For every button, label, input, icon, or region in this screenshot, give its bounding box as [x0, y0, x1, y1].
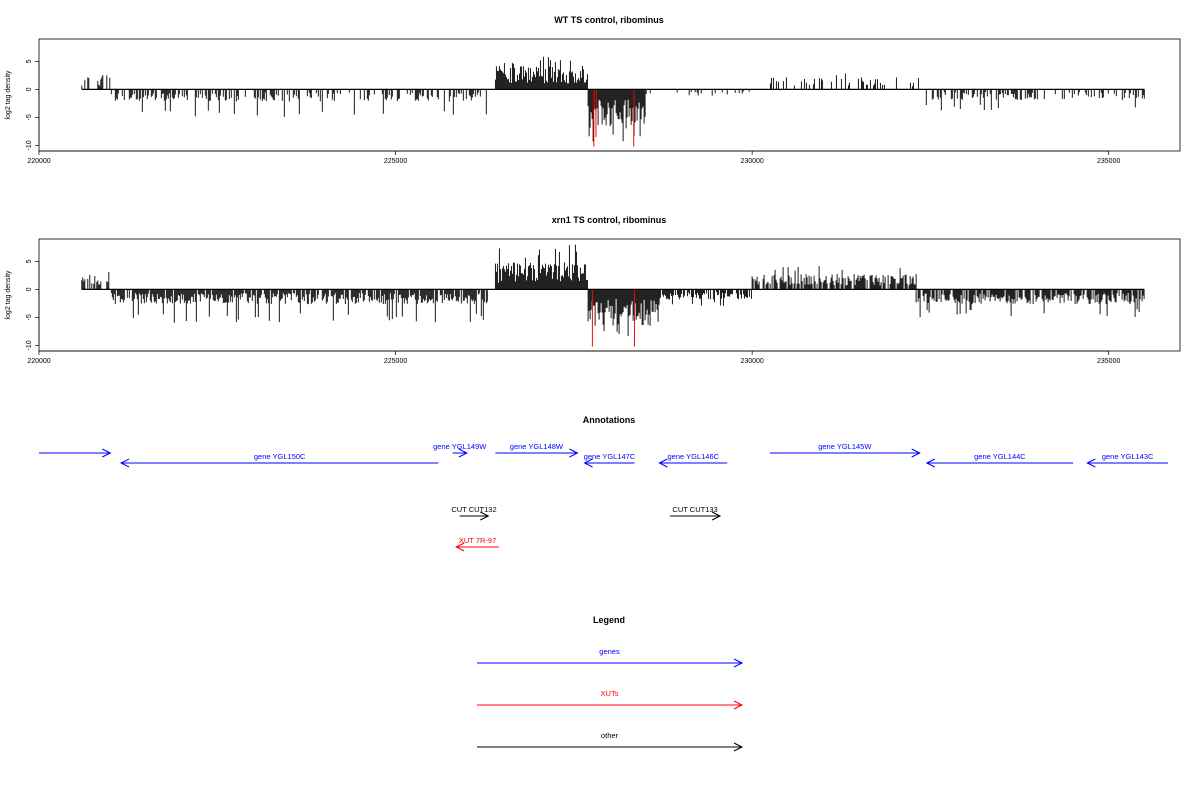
legend-entries: genes XUTs other	[477, 647, 744, 752]
xrn1-density-panel: xrn1 TS control, ribominus log2 tag dens…	[5, 215, 1181, 365]
annotation-arrow: gene YGL147C	[583, 452, 636, 468]
y-tick-label: 5	[26, 259, 33, 263]
arrow-head	[569, 448, 579, 458]
arrow-head	[911, 448, 921, 458]
wt-y-axis: -10 -5 0 5	[26, 59, 40, 150]
x-tick-label: 220000	[27, 158, 50, 165]
x-tick-label: 230000	[740, 158, 763, 165]
y-tick-label: 0	[26, 287, 33, 291]
annotation-label: CUT CUT132	[451, 505, 496, 514]
y-tick-label: -10	[26, 140, 33, 150]
x-tick-label: 225000	[384, 358, 407, 365]
annotation-arrow: gene YGL144C	[925, 452, 1074, 468]
arrow-head	[711, 511, 722, 521]
y-tick-label: -5	[26, 314, 33, 320]
arrow-head	[119, 458, 130, 468]
legend-label: genes	[599, 647, 620, 656]
wt-panel-title: WT TS control, ribominus	[554, 15, 664, 25]
legend-panel: Legend genes XUTs other	[477, 615, 744, 752]
arrow-head	[480, 511, 490, 521]
annotation-label: gene YGL145W	[818, 442, 872, 451]
wt-x-axis: 220000 225000 230000 235000	[27, 150, 1120, 165]
arrow-head	[102, 448, 112, 458]
arrow-head	[733, 700, 744, 710]
arrow-head	[733, 658, 744, 668]
annotation-label: gene YGL144C	[974, 452, 1026, 461]
legend-label: XUTs	[601, 689, 619, 698]
arrow-head	[658, 458, 668, 468]
xrn1-y-axis: -10 -5 0 5	[26, 259, 40, 350]
x-tick-label: 230000	[740, 358, 763, 365]
annotation-arrow: gene YGL148W	[495, 442, 579, 458]
annotation-label: gene YGL147C	[584, 452, 636, 461]
arrow-head	[583, 458, 593, 468]
legend-entry: other	[477, 731, 744, 752]
annotation-label: gene YGL150C	[254, 452, 306, 461]
annotation-arrow: gene YGL149W	[433, 442, 487, 458]
legend-label: other	[601, 731, 619, 740]
xrn1-density-bars	[81, 244, 1145, 347]
annotation-label: gene YGL146C	[668, 452, 720, 461]
wt-density-bars	[81, 56, 1145, 147]
y-tick-label: -5	[26, 114, 33, 120]
annotation-label: gene YGL143C	[1102, 452, 1154, 461]
x-tick-label: 235000	[1097, 358, 1120, 365]
annotation-arrow: gene YGL143C	[1086, 452, 1168, 468]
xrn1-panel-title: xrn1 TS control, ribominus	[552, 215, 667, 225]
y-tick-label: -10	[26, 340, 33, 350]
arrow-head	[733, 742, 744, 752]
y-tick-label: 0	[26, 87, 33, 91]
annotation-label: CUT CUT133	[672, 505, 717, 514]
annotation-label: XUT 7R-97	[459, 536, 496, 545]
annotation-arrow: gene YGL150C	[119, 452, 439, 468]
annotation-arrow	[39, 448, 112, 458]
annotation-arrow: gene YGL145W	[769, 442, 921, 458]
annotation-arrows: gene YGL150C gene YGL149W gene YGL148W gene…	[39, 442, 1168, 552]
arrow-head	[458, 448, 468, 458]
wt-density-panel: WT TS control, ribominus log2 tag densit…	[5, 15, 1181, 165]
legend-entry: XUTs	[477, 689, 744, 710]
annotation-arrow: XUT 7R-97	[455, 536, 499, 552]
x-tick-label: 235000	[1097, 158, 1120, 165]
annotation-label: gene YGL148W	[510, 442, 564, 451]
arrow-head	[455, 542, 465, 552]
x-tick-label: 220000	[27, 358, 50, 365]
legend-title: Legend	[593, 615, 625, 625]
wt-y-axis-label: log2 tag density	[5, 70, 12, 120]
arrow-head	[925, 458, 936, 468]
annotation-arrow: gene YGL146C	[658, 452, 728, 468]
annotation-arrow: CUT CUT132	[451, 505, 497, 521]
annotation-arrow: CUT CUT133	[670, 505, 722, 521]
annotation-label: gene YGL149W	[433, 442, 487, 451]
xrn1-y-axis-label: log2 tag density	[5, 270, 12, 320]
annotations-title: Annotations	[583, 415, 636, 425]
x-tick-label: 225000	[384, 158, 407, 165]
legend-entry: genes	[477, 647, 744, 668]
y-tick-label: 5	[26, 59, 33, 63]
xrn1-x-axis: 220000 225000 230000 235000	[27, 350, 1120, 365]
arrow-head	[1086, 458, 1096, 468]
